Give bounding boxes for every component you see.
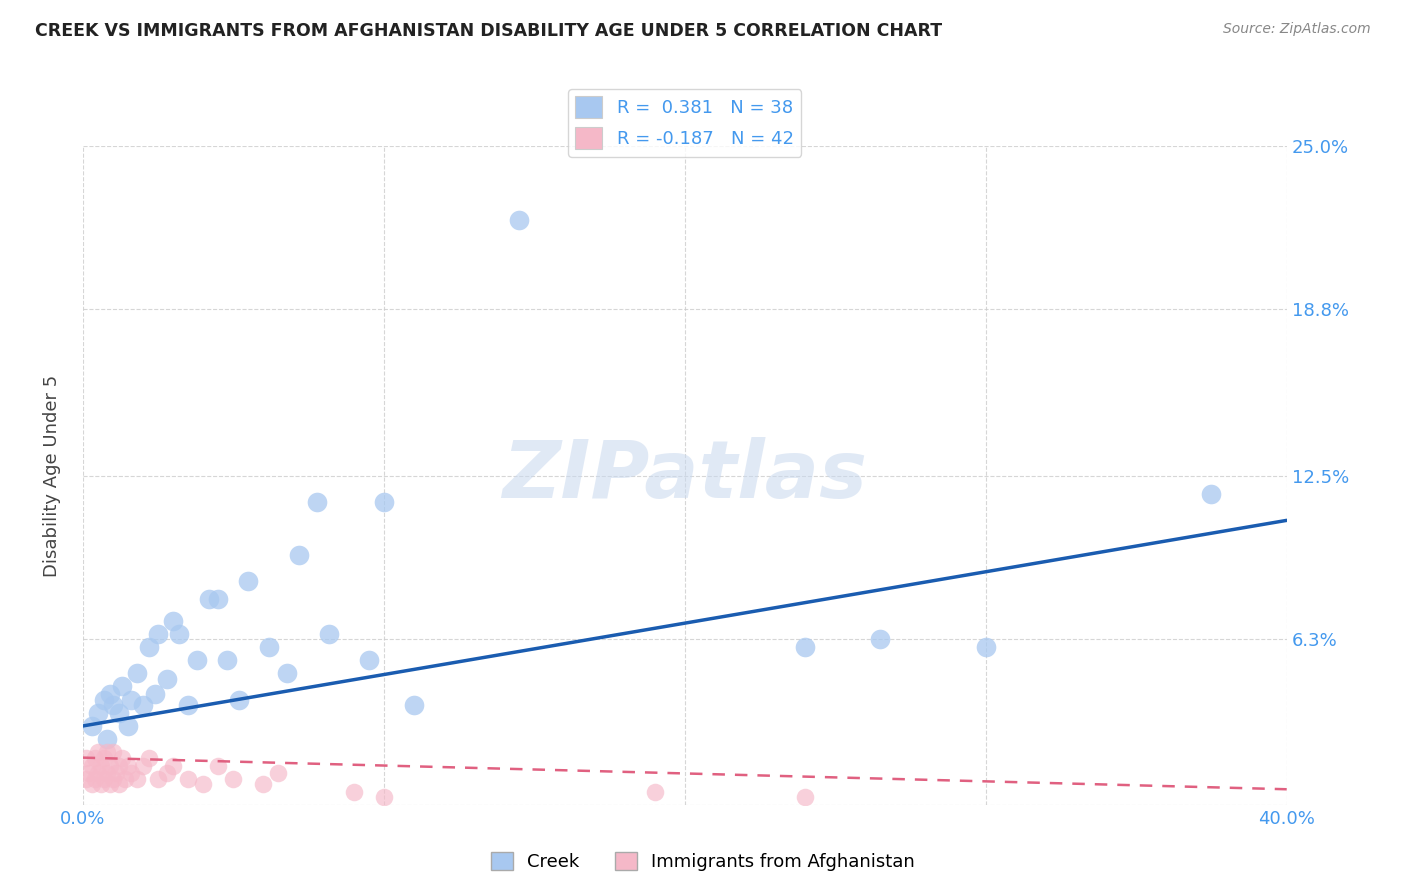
Point [162,758,184,772]
Point [228,692,250,706]
Point [114,772,136,786]
Point [98,687,121,701]
Point [93,750,115,764]
Point [93,692,115,706]
Point [207,758,229,772]
Point [186,653,208,667]
Point [146,626,169,640]
Text: ZIPatlas: ZIPatlas [502,436,868,515]
Point [276,666,298,681]
Point [138,640,160,654]
Point [217,653,239,667]
Point [96,766,118,780]
Point [146,772,169,786]
Point [156,672,179,686]
Point [167,626,190,640]
Point [238,574,260,588]
Text: CREEK VS IMMIGRANTS FROM AFGHANISTAN DISABILITY AGE UNDER 5 CORRELATION CHART: CREEK VS IMMIGRANTS FROM AFGHANISTAN DIS… [35,22,942,40]
Point [252,777,274,791]
Legend: R =  0.381   N = 38, R = -0.187   N = 42: R = 0.381 N = 38, R = -0.187 N = 42 [568,89,801,157]
Point [125,772,148,786]
Point [177,772,200,786]
Point [288,548,311,562]
Text: Source: ZipAtlas.com: Source: ZipAtlas.com [1223,22,1371,37]
Point [138,750,160,764]
Point [111,750,134,764]
Point [101,772,124,786]
Point [794,790,817,805]
Point [794,640,817,654]
Point [120,692,142,706]
Point [198,592,221,607]
Point [156,766,179,780]
Point [101,698,124,712]
Point [402,698,425,712]
Point [117,758,139,772]
Point [120,766,142,780]
Point [207,592,229,607]
Point [974,640,997,654]
Point [75,772,97,786]
Point [259,640,281,654]
Point [177,698,200,712]
Point [644,785,666,799]
Point [75,750,97,764]
Point [267,766,290,780]
Point [101,745,124,759]
Point [107,777,129,791]
Point [132,758,155,772]
Point [107,706,129,720]
Point [869,632,891,646]
Point [143,687,166,701]
Point [111,680,134,694]
Legend: Creek, Immigrants from Afghanistan: Creek, Immigrants from Afghanistan [484,845,922,879]
Point [96,732,118,747]
Point [162,614,184,628]
Point [96,745,118,759]
Point [86,745,108,759]
Point [191,777,214,791]
Point [373,790,395,805]
Point [357,653,380,667]
Point [90,758,112,772]
Point [80,777,103,791]
Point [86,706,108,720]
Point [83,772,105,786]
Point [1201,487,1223,501]
Point [125,666,148,681]
Point [98,777,121,791]
Point [90,777,112,791]
Point [98,758,121,772]
Point [107,758,129,772]
Point [508,212,530,227]
Point [318,626,340,640]
Point [132,698,155,712]
Point [307,495,329,509]
Point [222,772,245,786]
Point [93,772,115,786]
Point [83,750,105,764]
Point [342,785,364,799]
Y-axis label: Disability Age Under 5: Disability Age Under 5 [44,375,60,576]
Point [80,719,103,733]
Point [77,766,100,780]
Point [104,766,127,780]
Point [86,766,108,780]
Point [117,719,139,733]
Point [80,758,103,772]
Point [373,495,395,509]
